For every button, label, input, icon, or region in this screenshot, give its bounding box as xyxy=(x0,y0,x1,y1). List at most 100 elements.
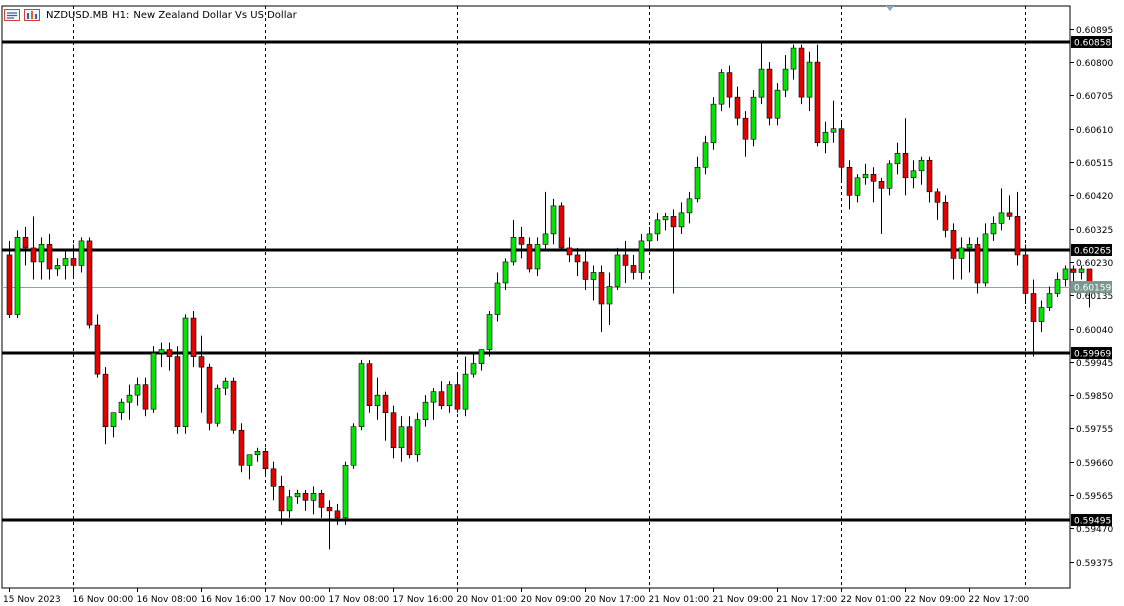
candle-body[interactable] xyxy=(246,454,253,466)
candle-body[interactable] xyxy=(542,233,549,245)
candle-body[interactable] xyxy=(358,363,365,428)
candle-body[interactable] xyxy=(614,254,621,287)
candle-body[interactable] xyxy=(326,507,333,512)
candle-body[interactable] xyxy=(254,450,261,456)
candle-body[interactable] xyxy=(150,352,157,410)
candle-body[interactable] xyxy=(710,103,717,144)
candle-body[interactable] xyxy=(758,68,765,98)
candle-body[interactable] xyxy=(222,380,229,389)
candle-body[interactable] xyxy=(86,240,93,326)
candle-body[interactable] xyxy=(38,244,45,263)
candle-body[interactable] xyxy=(134,384,141,396)
candle-body[interactable] xyxy=(230,380,237,431)
candle-body[interactable] xyxy=(454,384,461,410)
candle-body[interactable] xyxy=(30,247,37,263)
candle-body[interactable] xyxy=(462,373,469,410)
candle-body[interactable] xyxy=(198,356,205,368)
candle-body[interactable] xyxy=(686,198,693,214)
candle-body[interactable] xyxy=(854,177,861,196)
candle-body[interactable] xyxy=(398,426,405,449)
candle-body[interactable] xyxy=(990,223,997,235)
candle-body[interactable] xyxy=(1054,279,1061,294)
candle-body[interactable] xyxy=(14,237,21,315)
candle-body[interactable] xyxy=(598,272,605,305)
candle-body[interactable] xyxy=(862,173,869,179)
candle-body[interactable] xyxy=(870,173,877,182)
candle-body[interactable] xyxy=(918,159,925,172)
candle-body[interactable] xyxy=(174,356,181,428)
candle-body[interactable] xyxy=(278,486,285,512)
candle-body[interactable] xyxy=(934,191,941,203)
candle-body[interactable] xyxy=(438,391,445,406)
candle-body[interactable] xyxy=(726,72,733,98)
candle-body[interactable] xyxy=(718,72,725,105)
candle-body[interactable] xyxy=(214,387,221,424)
candle-body[interactable] xyxy=(78,240,85,266)
candle-body[interactable] xyxy=(894,152,901,165)
candle-body[interactable] xyxy=(814,61,821,144)
candle-body[interactable] xyxy=(966,244,973,249)
candle-body[interactable] xyxy=(950,230,957,259)
candle-body[interactable] xyxy=(414,419,421,456)
chart-window-icon[interactable] xyxy=(4,9,20,21)
chart-shift-marker-icon[interactable] xyxy=(886,6,894,11)
candle-body[interactable] xyxy=(110,412,117,428)
candle-body[interactable] xyxy=(630,265,637,273)
candle-body[interactable] xyxy=(182,317,189,428)
candle-body[interactable] xyxy=(878,181,885,189)
candle-body[interactable] xyxy=(1070,268,1077,273)
candle-body[interactable] xyxy=(550,205,557,235)
candle-body[interactable] xyxy=(390,412,397,449)
candle-body[interactable] xyxy=(558,205,565,249)
candle-body[interactable] xyxy=(702,142,709,168)
candle-body[interactable] xyxy=(190,317,197,357)
candle-body[interactable] xyxy=(526,244,533,270)
candle-body[interactable] xyxy=(118,401,125,413)
candle-body[interactable] xyxy=(446,384,453,406)
candle-body[interactable] xyxy=(6,254,13,315)
candle-body[interactable] xyxy=(1030,293,1037,322)
candle-body[interactable] xyxy=(158,349,165,354)
candle-body[interactable] xyxy=(502,261,509,284)
candle-body[interactable] xyxy=(406,426,413,456)
candle-body[interactable] xyxy=(646,233,653,242)
candle-body[interactable] xyxy=(662,216,669,221)
candle-body[interactable] xyxy=(270,468,277,487)
candle-body[interactable] xyxy=(350,426,357,466)
candle-body[interactable] xyxy=(622,254,629,266)
candle-body[interactable] xyxy=(310,493,317,501)
candle-body[interactable] xyxy=(94,324,101,375)
candle-body[interactable] xyxy=(574,254,581,263)
candle-body[interactable] xyxy=(62,258,69,266)
candle-body[interactable] xyxy=(534,244,541,270)
candle-body[interactable] xyxy=(286,496,293,512)
candle-body[interactable] xyxy=(694,166,701,200)
candle-body[interactable] xyxy=(366,363,373,406)
candle-body[interactable] xyxy=(1022,254,1029,294)
candle-body[interactable] xyxy=(742,117,749,140)
candle-body[interactable] xyxy=(982,233,989,284)
candle-body[interactable] xyxy=(566,247,573,256)
candle-body[interactable] xyxy=(478,349,485,364)
candle-body[interactable] xyxy=(774,89,781,119)
candle-body[interactable] xyxy=(782,68,789,91)
candle-body[interactable] xyxy=(430,391,437,403)
candle-body[interactable] xyxy=(70,258,77,266)
candle-body[interactable] xyxy=(486,314,493,350)
candle-body[interactable] xyxy=(1038,307,1045,322)
candle-body[interactable] xyxy=(334,510,341,519)
candle-body[interactable] xyxy=(846,166,853,196)
candle-body[interactable] xyxy=(1062,268,1069,280)
candle-body[interactable] xyxy=(302,493,309,501)
candle-body[interactable] xyxy=(910,170,917,179)
candle-body[interactable] xyxy=(1046,293,1053,308)
candle-body[interactable] xyxy=(470,363,477,375)
candle-body[interactable] xyxy=(974,244,981,284)
candle-body[interactable] xyxy=(798,47,805,98)
candle-body[interactable] xyxy=(342,464,349,519)
candle-body[interactable] xyxy=(422,401,429,421)
candle-body[interactable] xyxy=(638,240,645,273)
candle-body[interactable] xyxy=(790,47,797,70)
